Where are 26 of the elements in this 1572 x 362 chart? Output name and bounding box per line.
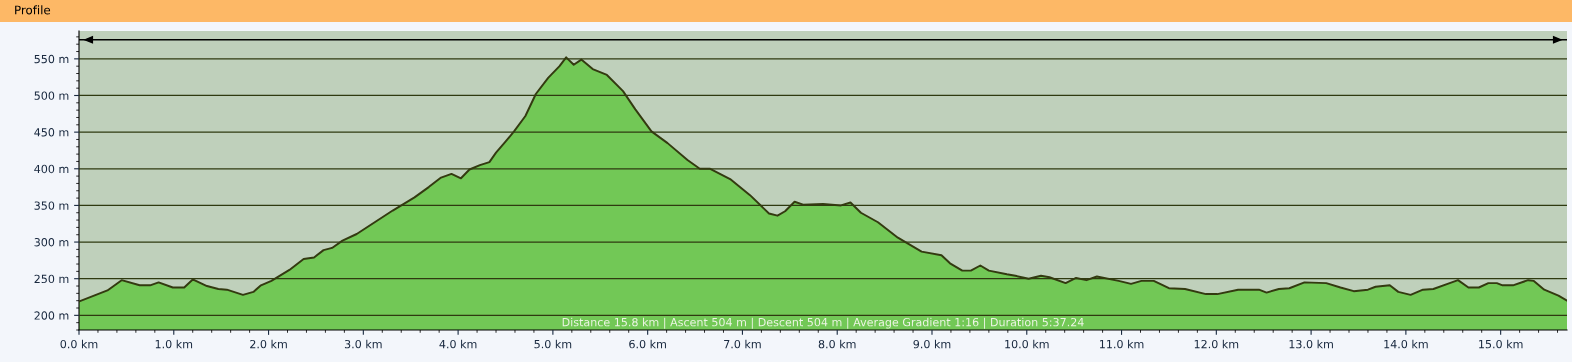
y-tick-label: 350 m bbox=[34, 201, 69, 210]
y-tick-label: 550 m bbox=[34, 54, 69, 64]
x-tick-label: 14.0 km bbox=[1384, 339, 1428, 349]
y-tick-label: 200 m bbox=[34, 311, 69, 320]
x-tick-label: 1.0 km bbox=[155, 339, 193, 349]
y-tick-label: 300 m bbox=[34, 238, 69, 247]
x-tick-label: 6.0 km bbox=[629, 339, 666, 349]
y-tick-label: 500 m bbox=[34, 91, 69, 100]
chart-title: Profile bbox=[15, 5, 51, 15]
y-tick-label: 450 m bbox=[34, 128, 69, 137]
y-tick-label: 250 m bbox=[34, 274, 69, 284]
x-tick-label: 10.0 km bbox=[1005, 339, 1049, 349]
x-tick-label: 15.0 km bbox=[1479, 339, 1523, 349]
x-tick-label: 11.0 km bbox=[1100, 339, 1144, 349]
y-tick-label: 400 m bbox=[34, 164, 69, 174]
x-tick-label: 4.0 km bbox=[439, 339, 477, 349]
annotation: Distance 15.8 km | Ascent 504 m | Descent 504 m | Average Gradient 1:16 | Duration 5:37.24 bbox=[562, 317, 1084, 329]
x-tick-label: 7.0 km bbox=[724, 339, 761, 349]
x-tick-label: 9.0 km bbox=[913, 339, 951, 349]
x-tick-label: 12.0 km bbox=[1194, 339, 1239, 349]
x-tick-label: 5.0 km bbox=[534, 339, 572, 349]
x-tick-label: 3.0 km bbox=[344, 339, 382, 349]
x-tick-label: 0.0 km bbox=[60, 339, 98, 349]
x-tick-label: 2.0 km bbox=[250, 339, 287, 349]
x-tick-label: 8.0 km bbox=[818, 339, 856, 349]
x-tick-label: 13.0 km bbox=[1289, 339, 1333, 349]
